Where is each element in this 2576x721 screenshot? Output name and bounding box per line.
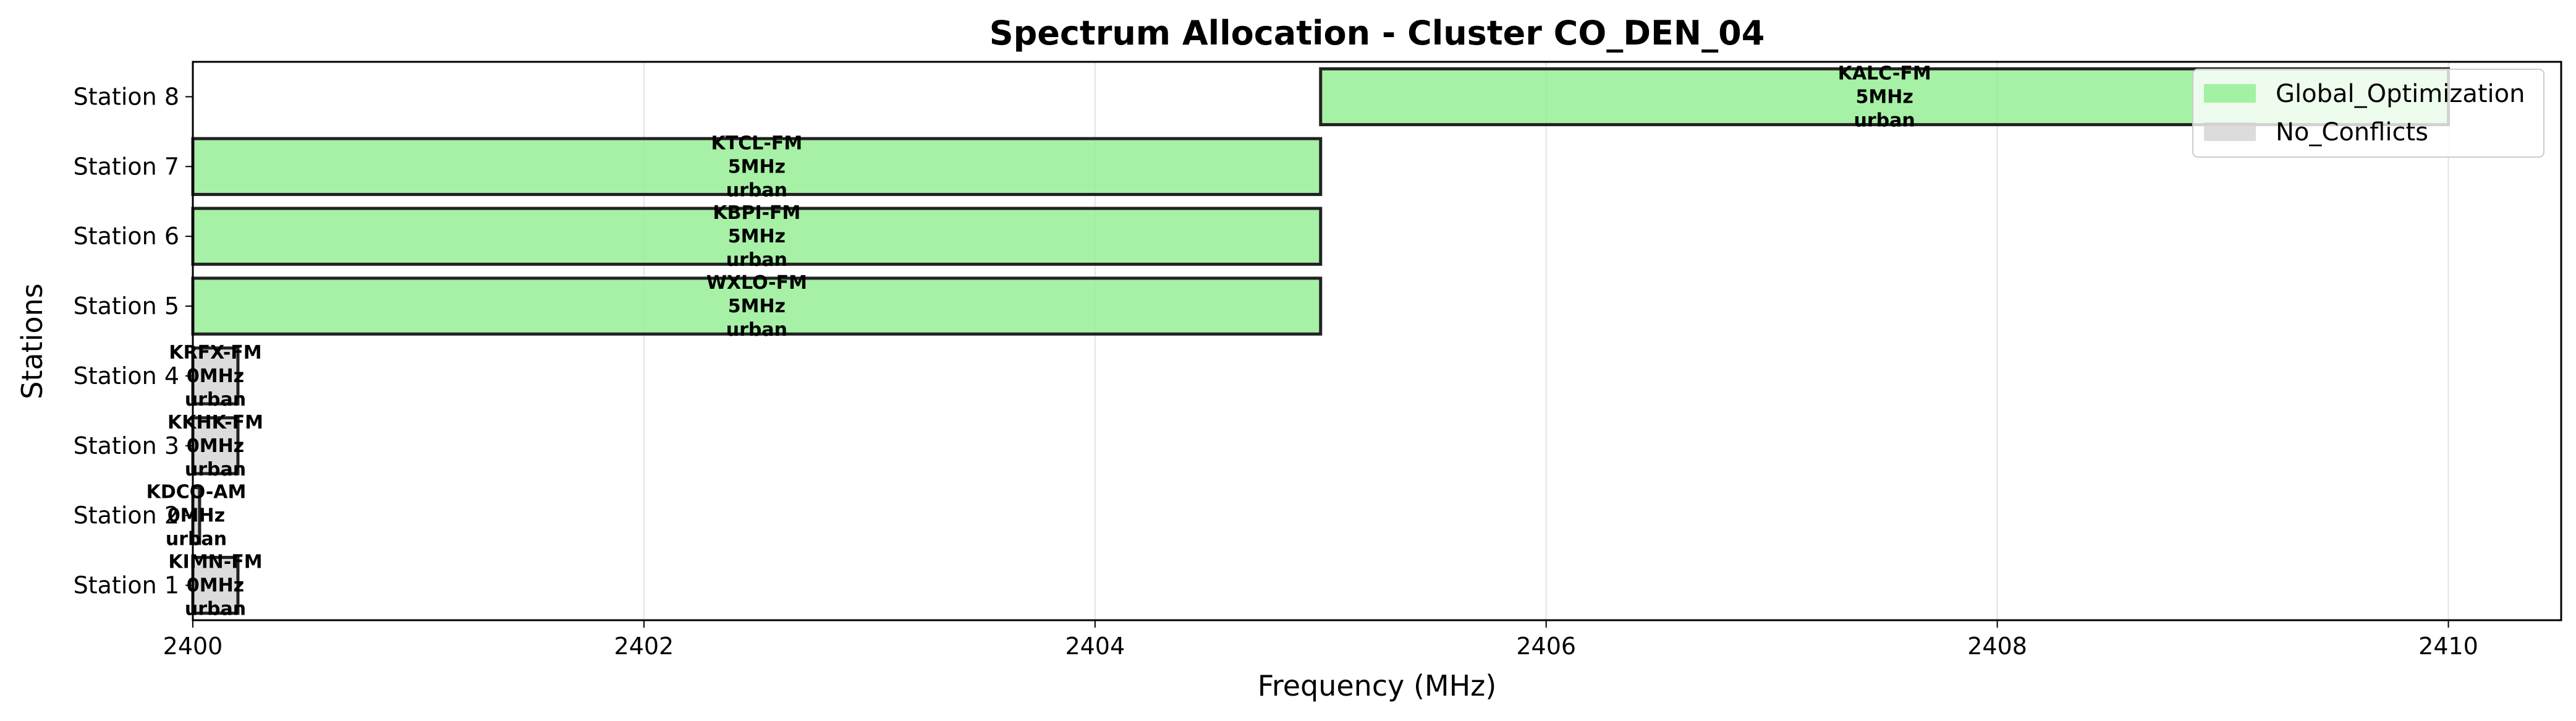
bar-kimn-fm xyxy=(191,555,240,615)
bar-label-wxlo-fm: WXLO-FM 5MHz urban xyxy=(706,272,807,341)
y-axis-label: Stations xyxy=(15,283,49,399)
bar-label-ktcl-fm: KTCL-FM 5MHz urban xyxy=(711,132,803,201)
x-tick-label-2404: 2404 xyxy=(1065,633,1125,660)
y-tick-label-station-7: Station 7 xyxy=(74,153,179,180)
legend: Global_Optimization No_Conflicts xyxy=(2192,69,2544,158)
y-tick-label-station-5: Station 5 xyxy=(74,292,179,320)
x-axis-ticks: 2400 2402 2404 2406 2408 2410 xyxy=(163,620,2478,660)
bar-label-kkhk-fm: KKHK-FM 0MHz urban xyxy=(167,412,263,480)
x-axis-label: Frequency (MHz) xyxy=(1258,669,1497,702)
legend-label-global-optimization: Global_Optimization xyxy=(2276,80,2525,108)
legend-box xyxy=(2192,69,2544,158)
y-tick-label-station-1: Station 1 xyxy=(74,572,179,599)
legend-swatch-no-conflicts xyxy=(2204,122,2256,141)
bar-label-krfx-fm: KRFX-FM 0MHz urban xyxy=(169,342,261,411)
legend-swatch-global-optimization xyxy=(2204,84,2256,103)
bar-label-kbpi-fm: KBPI-FM 5MHz urban xyxy=(713,202,800,271)
x-tick-label-2410: 2410 xyxy=(2418,633,2478,660)
bar-ktcl-fm xyxy=(191,137,1323,196)
y-axis-ticks: Station 1 Station 2 Station 3 Station 4 Stat… xyxy=(74,83,193,599)
y-tick-label-station-3: Station 3 xyxy=(74,432,179,459)
y-tick-label-station-2: Station 2 xyxy=(74,502,179,529)
legend-label-no-conflicts: No_Conflicts xyxy=(2276,118,2428,147)
x-tick-label-2408: 2408 xyxy=(1967,633,2027,660)
x-tick-label-2406: 2406 xyxy=(1516,633,1576,660)
y-tick-label-station-6: Station 6 xyxy=(74,223,179,250)
x-tick-label-2400: 2400 xyxy=(163,633,223,660)
bar-krfx-fm xyxy=(191,346,240,406)
bar-label-kdco-am: KDCO-AM 0MHz urban xyxy=(146,482,247,550)
bar-wxlo-fm xyxy=(191,276,1323,336)
bar-kbpi-fm xyxy=(191,207,1323,266)
y-tick-label-station-8: Station 8 xyxy=(74,83,179,110)
bar-label-kimn-fm: KIMN-FM 0MHz urban xyxy=(168,552,262,620)
plot-frame xyxy=(192,61,2562,621)
y-tick-label-station-4: Station 4 xyxy=(74,362,179,390)
bar-label-kalc-fm: KALC-FM 5MHz urban xyxy=(1838,62,1931,131)
x-tick-label-2402: 2402 xyxy=(614,633,674,660)
chart-title: Spectrum Allocation - Cluster CO_DEN_04 xyxy=(989,14,1765,53)
